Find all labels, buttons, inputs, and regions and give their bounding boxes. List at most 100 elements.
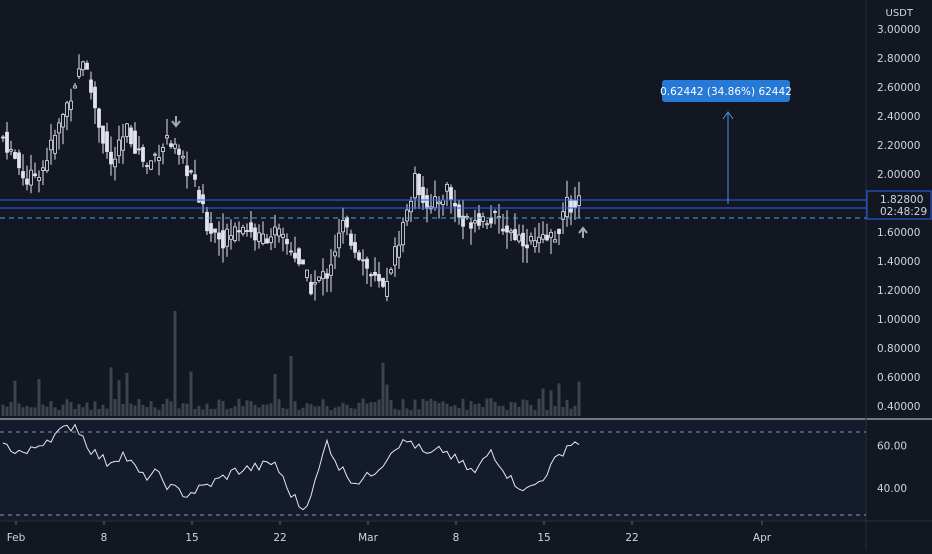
candle-body (569, 199, 573, 213)
rsi-axis[interactable]: 60.00 40.00 (877, 441, 907, 496)
volume-bar (341, 402, 345, 416)
candle-body (441, 199, 445, 205)
volume-bar (105, 408, 109, 416)
candle-body (389, 269, 393, 274)
candle-body (573, 199, 577, 209)
price-tick-label: 0.60000 (877, 372, 920, 384)
candle-body (93, 86, 97, 109)
candle-body (361, 259, 365, 262)
volume-bar (49, 401, 53, 416)
time-axis[interactable]: Feb 8 15 22 Mar 8 15 22 Apr (7, 521, 772, 544)
candle-body (49, 139, 53, 151)
volume-bar (493, 401, 497, 416)
candle-body (469, 222, 473, 229)
time-tick-label: 22 (273, 532, 286, 544)
candle-body (249, 222, 253, 233)
volume-bar (549, 390, 553, 416)
volume-bar (409, 409, 413, 416)
candle-body (313, 281, 317, 285)
volume-bar (469, 400, 473, 416)
candle-body (541, 234, 545, 240)
candle-body (473, 220, 477, 224)
volume-bar (185, 403, 189, 416)
time-tick-label: 15 (537, 532, 550, 544)
candle-body (89, 79, 93, 93)
candle-body (73, 85, 77, 89)
candle-body (481, 216, 485, 222)
rsi-pane[interactable] (0, 420, 866, 520)
volume-bar (97, 409, 101, 416)
last-price-label: 1.82800 (880, 194, 923, 206)
measure-tool[interactable]: 0.62442 (34.86%) 62442 (660, 80, 792, 204)
volume-bar (193, 408, 197, 416)
volume-bar (509, 402, 513, 416)
candle-body (137, 148, 141, 151)
volume-bar (465, 409, 469, 416)
candle-body (281, 233, 285, 238)
volume-bar (457, 407, 461, 416)
time-tick-label: 8 (101, 532, 108, 544)
volume-bar (81, 407, 85, 416)
volume-bar (1, 404, 5, 416)
candle-body (329, 264, 333, 276)
candle-body (61, 114, 65, 128)
volume-bar (273, 374, 277, 416)
candle-body (385, 281, 389, 297)
volume-bar (489, 398, 493, 416)
volume-bar (485, 398, 489, 416)
volume-bar (69, 402, 73, 416)
candle-body (65, 102, 69, 117)
candle-body (545, 234, 549, 241)
last-price-tag: 1.82800 02:48:29 (866, 190, 932, 220)
candle-body (489, 217, 493, 224)
candle-body (57, 122, 61, 134)
volume-bar (229, 408, 233, 416)
volume-bar (101, 404, 105, 416)
volume-bar (161, 404, 165, 416)
candle-body (425, 195, 429, 209)
candle-body (289, 250, 293, 253)
candle-body (373, 272, 377, 276)
volume-bar (149, 401, 153, 416)
candle-body (525, 244, 529, 249)
volume-bar (189, 371, 193, 416)
candle-body (165, 135, 169, 139)
candle-body (25, 178, 29, 185)
candle-body (505, 225, 509, 233)
candle-body (421, 186, 425, 203)
volume-bar (169, 401, 173, 416)
candle-body (413, 173, 417, 199)
candle-body (121, 136, 125, 151)
volume-bar (285, 408, 289, 416)
volume-bar (501, 405, 505, 416)
candle-body (257, 232, 261, 242)
volume-bar (541, 388, 545, 416)
volume-bar (109, 367, 113, 416)
candle-body (29, 169, 33, 186)
price-axis[interactable]: USDT 3.00000 2.80000 2.60000 2.40000 2.20000… (866, 8, 932, 413)
price-pane[interactable] (0, 0, 866, 418)
volume-bar (537, 398, 541, 416)
volume-bar (545, 409, 549, 416)
candle-body (565, 196, 569, 218)
volume-bar (73, 409, 77, 416)
candle-body (369, 274, 373, 277)
candle-body (141, 147, 145, 162)
currency-label: USDT (886, 8, 914, 19)
price-tick-label: 1.00000 (877, 314, 920, 326)
candle-body (225, 228, 229, 247)
rsi-line[interactable] (2, 423, 580, 511)
candle-body (149, 160, 153, 170)
volume-bar (333, 407, 337, 416)
candle-body (9, 149, 13, 152)
volume-bar (153, 407, 157, 416)
volume-bar (201, 409, 205, 416)
volume-bar (353, 408, 357, 416)
candle-body (185, 165, 189, 177)
volume-bar (369, 402, 373, 416)
candle-body (81, 61, 85, 71)
candle-body (109, 151, 113, 165)
candle-body (113, 158, 117, 168)
candle-body (557, 228, 561, 234)
